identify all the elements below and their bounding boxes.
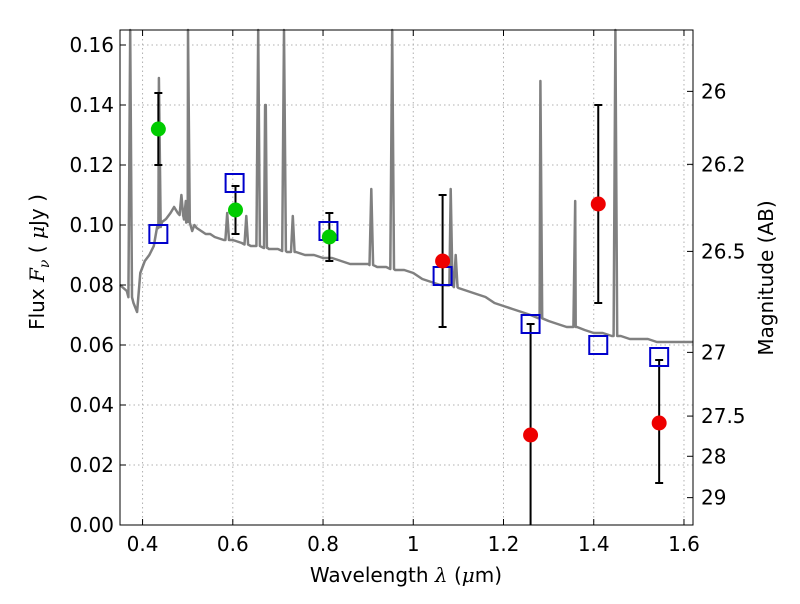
- x-tick-label: 0.4: [127, 532, 159, 556]
- x-tick-label: 1.6: [668, 532, 700, 556]
- model-box-marker: [520, 314, 541, 334]
- spectrum-layer: [119, 28, 693, 344]
- y-axis-label: Flux Fν ( μJy ): [25, 194, 53, 330]
- y2-tick-label: 29: [701, 486, 726, 510]
- model-box-marker: [588, 335, 609, 355]
- y2-tick-label: 28: [701, 444, 726, 468]
- y-tick-label: 0.06: [69, 333, 114, 357]
- x-tick-label: 1: [407, 532, 420, 556]
- y-tick-label: 0.16: [69, 33, 114, 57]
- model-box-marker: [224, 173, 245, 193]
- red-data-point: [590, 196, 606, 212]
- green-data-point: [150, 121, 166, 137]
- spectrum-line: [119, 28, 693, 344]
- errorbar-layer: [154, 92, 664, 525]
- grid-layer: [120, 30, 693, 526]
- green-data-point: [321, 229, 337, 245]
- y2-tick-label: 27.5: [701, 404, 746, 428]
- y-tick-label: 0.10: [69, 213, 114, 237]
- marker-layer: [148, 121, 670, 443]
- y-tick-label: 0.08: [69, 273, 114, 297]
- y2-tick-label: 26.5: [701, 239, 746, 263]
- green-data-point: [228, 202, 244, 218]
- x-tick-label: 1.4: [578, 532, 610, 556]
- red-data-point: [523, 427, 539, 443]
- plot-frame: [119, 29, 694, 526]
- y-tick-label: 0.00: [69, 513, 114, 537]
- y-tick-label: 0.02: [69, 453, 114, 477]
- y-tick-label: 0.12: [69, 153, 114, 177]
- y2-tick-label: 26.2: [701, 152, 746, 176]
- x-tick-label: 1.2: [488, 532, 520, 556]
- y2-tick-label: 26: [701, 79, 726, 103]
- model-box-marker: [649, 347, 670, 367]
- y-tick-label: 0.04: [69, 393, 114, 417]
- x-axis-label: Wavelength λ (μm): [310, 563, 502, 587]
- y2-tick-label: 27: [701, 340, 726, 364]
- tick-layer: 0.4 0.6 0.8 1 1.2 1.4 1.6 0.00 0.02 0.04 0.06 0.08 0…: [69, 30, 746, 556]
- red-data-point: [651, 415, 667, 431]
- x-tick-label: 0.8: [307, 532, 339, 556]
- y-tick-label: 0.14: [69, 93, 114, 117]
- model-box-marker: [148, 224, 169, 244]
- x-tick-label: 0.6: [217, 532, 249, 556]
- red-data-point: [435, 253, 451, 269]
- y2-axis-label: Magnitude (AB): [754, 200, 778, 355]
